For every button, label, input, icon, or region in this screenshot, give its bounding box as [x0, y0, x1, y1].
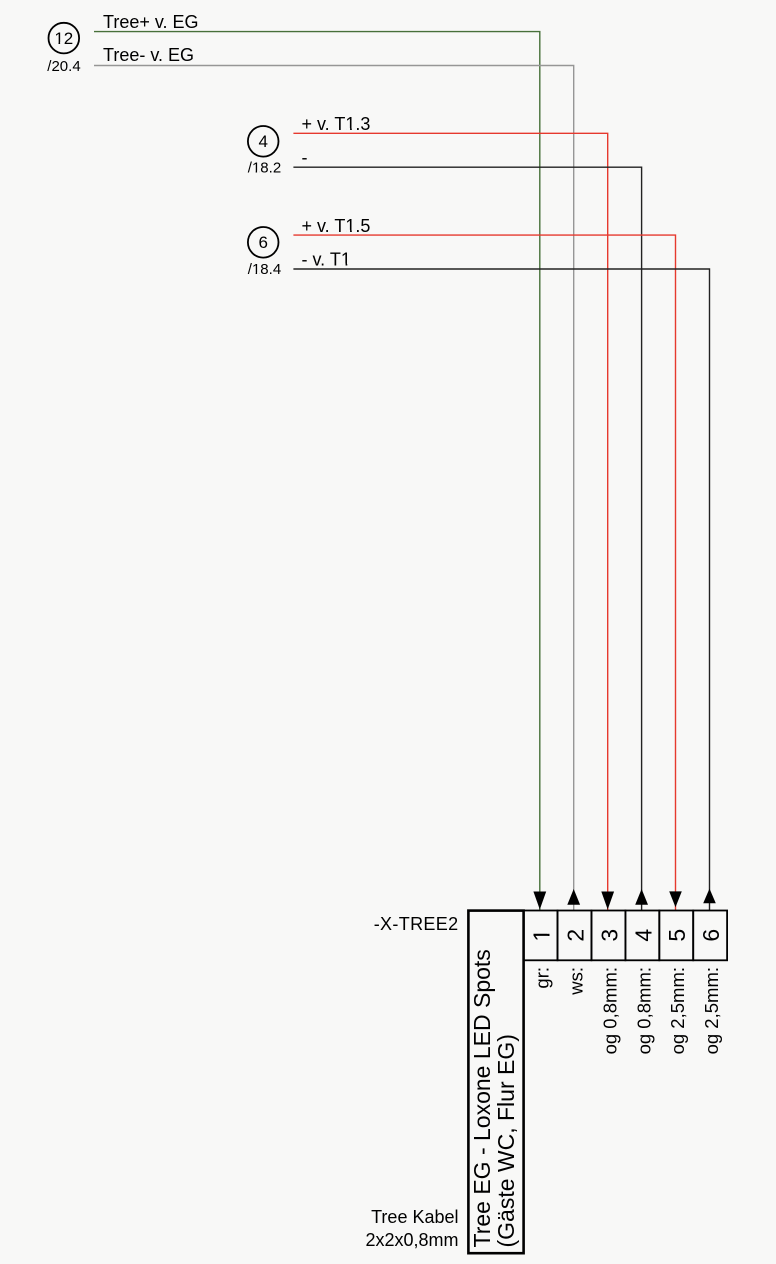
- svg-text:Tree+ v. EG: Tree+ v. EG: [103, 12, 199, 32]
- svg-text:4: 4: [258, 132, 267, 151]
- svg-text:4: 4: [630, 929, 656, 942]
- svg-text:+ v. T1.3: + v. T1.3: [302, 114, 371, 134]
- svg-text:gr:: gr:: [532, 967, 553, 989]
- svg-text:Tree- v. EG: Tree- v. EG: [103, 45, 194, 65]
- svg-text:Tree Kabel: Tree Kabel: [371, 1207, 458, 1227]
- svg-text:og 2,5mm:: og 2,5mm:: [701, 967, 722, 1054]
- svg-text:2x2x0,8mm: 2x2x0,8mm: [365, 1230, 458, 1250]
- svg-text:/20.4: /20.4: [47, 58, 80, 75]
- svg-text:Tree EG - Loxone LED Spots: Tree EG - Loxone LED Spots: [469, 949, 495, 1247]
- svg-text:og 2,5mm:: og 2,5mm:: [667, 967, 688, 1054]
- svg-text:5: 5: [664, 929, 690, 942]
- svg-text:og 0,8mm:: og 0,8mm:: [633, 967, 654, 1054]
- svg-text:3: 3: [596, 929, 622, 942]
- svg-text:- v. T1: - v. T1: [302, 250, 351, 270]
- svg-text:+ v. T1.5: + v. T1.5: [302, 216, 371, 236]
- svg-text:-: -: [302, 148, 308, 168]
- svg-text:/18.2: /18.2: [248, 160, 281, 177]
- svg-text:2: 2: [562, 929, 588, 942]
- svg-text:(Gäste WC, Flur EG): (Gäste WC, Flur EG): [493, 1034, 519, 1247]
- svg-text:1: 1: [529, 929, 555, 942]
- svg-text:6: 6: [698, 929, 724, 942]
- svg-text:/18.4: /18.4: [248, 261, 281, 278]
- svg-text:6: 6: [258, 233, 267, 252]
- svg-text:ws:: ws:: [565, 967, 586, 996]
- svg-text:-X-TREE2: -X-TREE2: [374, 914, 459, 934]
- svg-text:12: 12: [54, 29, 73, 48]
- svg-text:og 0,8mm:: og 0,8mm:: [599, 967, 620, 1054]
